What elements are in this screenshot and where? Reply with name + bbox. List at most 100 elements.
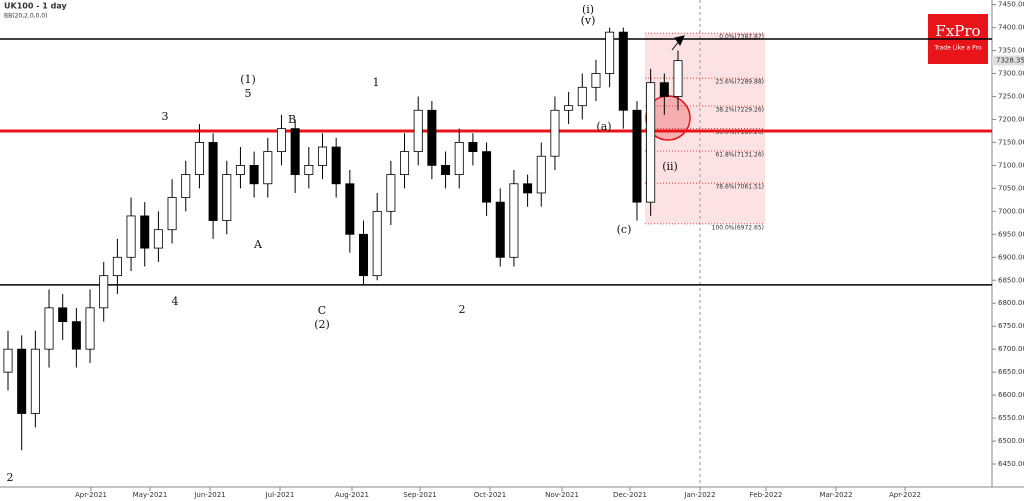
y-tick-label: 6900.00 (998, 253, 1024, 261)
candle-body (605, 31, 615, 74)
candle-body (386, 174, 396, 212)
fib-label: 23.6%(7289.88) (715, 79, 764, 86)
candle-body (3, 348, 13, 373)
fib-label: 61.8%(7131.26) (715, 152, 764, 159)
candle-body (495, 201, 505, 258)
candle-body (99, 275, 109, 309)
y-tick-label: 7350.00 (998, 47, 1024, 55)
wave-label: A (253, 238, 263, 251)
y-tick-label: 7450.00 (998, 1, 1024, 9)
candle-body (454, 142, 464, 175)
y-tick-label: 6550.00 (998, 414, 1024, 422)
wave-label: (v) (581, 14, 596, 27)
wave-label: 3 (162, 110, 169, 123)
last-price-box (992, 55, 1024, 66)
candle-body (550, 109, 560, 157)
candle-body (208, 142, 218, 221)
candle-body (331, 146, 341, 185)
wave-label: C (318, 304, 326, 317)
x-tick-label: Jul-2021 (265, 491, 295, 499)
x-tick-label: Aug-2021 (335, 491, 369, 499)
candle-body (276, 128, 286, 153)
x-tick-label: Jun-2021 (193, 491, 225, 499)
x-tick-label: Mar-2022 (819, 491, 852, 499)
candle-body (359, 233, 369, 277)
x-tick-label: Dec-2021 (613, 491, 647, 499)
fib-label: 38.2%(7229.26) (715, 107, 764, 114)
candle-body (290, 128, 300, 175)
candle-body (58, 307, 68, 323)
y-tick-label: 6750.00 (998, 322, 1024, 330)
wave-label: (1) (240, 73, 256, 86)
candle-body (482, 151, 492, 203)
chart-title: UK100 - 1 day (4, 2, 68, 11)
candle-body (263, 151, 273, 185)
y-tick-label: 6850.00 (998, 276, 1024, 284)
wave-label: 2 (459, 303, 466, 316)
candle-body (523, 183, 533, 194)
candle-body (140, 215, 150, 249)
candle-body (167, 197, 177, 231)
x-tick-label: Apr-2022 (889, 491, 921, 499)
candle-body (304, 164, 314, 175)
candle-body (181, 174, 191, 198)
candle-body (112, 256, 122, 277)
fib-label: 100.0%(6972.65) (712, 224, 764, 231)
last-price-label: 7328.35 (996, 56, 1024, 64)
candle-body (591, 73, 601, 88)
y-tick-label: 7150.00 (998, 138, 1024, 146)
candle-body (427, 109, 437, 166)
x-tick-label: May-2021 (133, 491, 168, 499)
y-tick-label: 6700.00 (998, 345, 1024, 353)
y-tick-label: 6450.00 (998, 460, 1024, 468)
logo-tagline: Trade Like a Pro (933, 45, 982, 52)
candle-body (468, 142, 478, 153)
fib-label: 50.0%(7180.26) (715, 129, 764, 136)
candle-body (413, 109, 423, 153)
x-tick-label: Oct-2021 (474, 491, 506, 499)
candle-body (536, 155, 546, 194)
wave-label: 2 (7, 471, 14, 484)
fib-label: 78.6%(7061.51) (715, 184, 764, 191)
candle-body (194, 142, 204, 175)
candle-body (317, 146, 327, 166)
y-tick-label: 7300.00 (998, 70, 1024, 78)
logo-name: FxPro (935, 22, 980, 40)
candle-body (85, 307, 95, 350)
candle-body (673, 60, 683, 97)
y-tick-label: 7100.00 (998, 161, 1024, 169)
x-tick-label: Sep-2021 (403, 491, 437, 499)
y-tick-label: 7400.00 (998, 24, 1024, 32)
wave-label: (2) (314, 318, 330, 331)
wave-label: B (288, 113, 296, 126)
wave-label: (c) (617, 223, 632, 236)
candle-body (153, 229, 163, 249)
y-tick-label: 7250.00 (998, 92, 1024, 100)
y-tick-label: 6500.00 (998, 437, 1024, 445)
candle-body (235, 164, 245, 175)
candle-body (17, 348, 27, 414)
candle-body (577, 86, 587, 107)
candle-body (400, 151, 410, 175)
y-tick-label: 6600.00 (998, 391, 1024, 399)
wave-label: (a) (596, 120, 611, 133)
y-tick-label: 6800.00 (998, 299, 1024, 307)
candle-body (509, 183, 519, 258)
candle-body (126, 215, 136, 258)
candle-body (71, 321, 81, 350)
candle-body (659, 82, 669, 97)
y-tick-label: 7000.00 (998, 207, 1024, 215)
candle-body (618, 31, 628, 111)
chart-subtitle: BB(20,2.0,0,0) (4, 13, 47, 20)
candle-body (222, 174, 232, 221)
candle-body (44, 307, 54, 350)
y-tick-label: 7050.00 (998, 184, 1024, 192)
candle-body (372, 210, 382, 277)
y-tick-label: 6650.00 (998, 368, 1024, 376)
wave-label: 4 (172, 295, 179, 308)
wave-label: (i) (582, 3, 594, 16)
candle-body (249, 164, 259, 185)
x-tick-label: Feb-2022 (750, 491, 783, 499)
fib-label: 0.0%(7387.87) (719, 34, 764, 41)
